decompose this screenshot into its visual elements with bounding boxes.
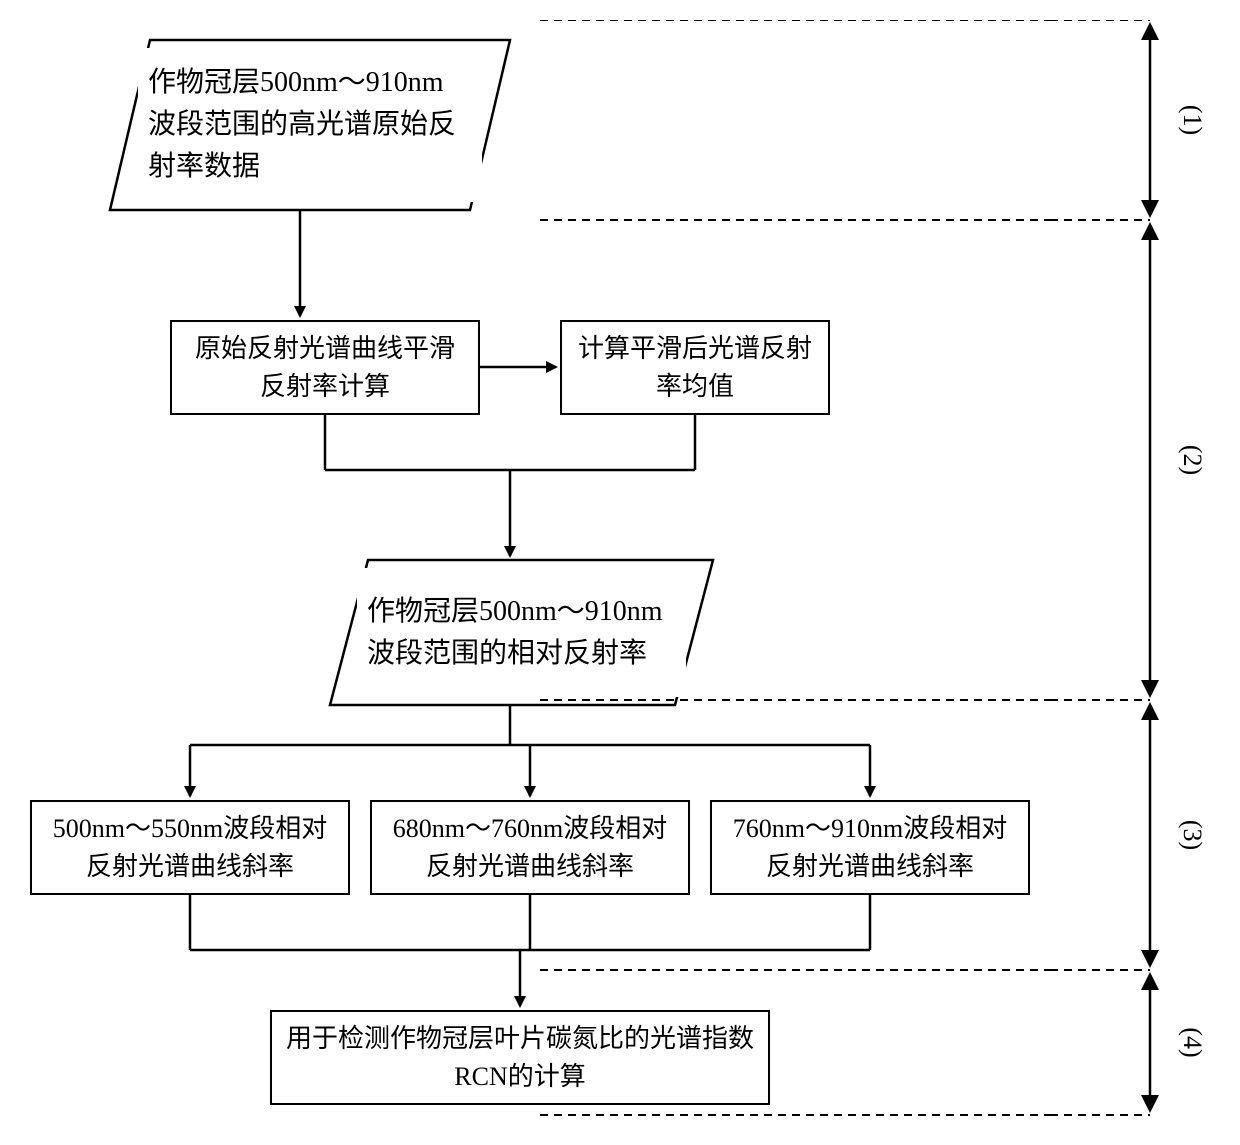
node-relative-reflectance-label: 作物冠层500nm～910nm波段范围的相对反射率 xyxy=(357,591,686,675)
node-slope-680-760-label: 680nm～760nm波段相对反射光谱曲线斜率 xyxy=(386,810,674,885)
node-input-data: 作物冠层500nm～910nm波段范围的高光谱原始反射率数据 xyxy=(138,48,482,202)
node-rcn-calc: 用于检测作物冠层叶片碳氮比的光谱指数RCN的计算 xyxy=(270,1010,770,1105)
section-brackets xyxy=(1065,20,1220,1125)
node-slope-680-760: 680nm～760nm波段相对反射光谱曲线斜率 xyxy=(370,800,690,895)
node-slope-500-550-label: 500nm～550nm波段相对反射光谱曲线斜率 xyxy=(46,810,334,885)
flowchart-canvas: 作物冠层500nm～910nm波段范围的高光谱原始反射率数据 原始反射光谱曲线平… xyxy=(20,20,1050,1125)
node-slope-760-910: 760nm～910nm波段相对反射光谱曲线斜率 xyxy=(710,800,1030,895)
node-smooth-calc-label: 原始反射光谱曲线平滑反射率计算 xyxy=(186,330,464,405)
node-input-data-label: 作物冠层500nm～910nm波段范围的高光谱原始反射率数据 xyxy=(138,62,482,188)
node-mean-calc-label: 计算平滑后光谱反射率均值 xyxy=(576,330,814,405)
node-slope-500-550: 500nm～550nm波段相对反射光谱曲线斜率 xyxy=(30,800,350,895)
node-relative-reflectance: 作物冠层500nm～910nm波段范围的相对反射率 xyxy=(357,568,686,697)
node-slope-760-910-label: 760nm～910nm波段相对反射光谱曲线斜率 xyxy=(726,810,1014,885)
node-mean-calc: 计算平滑后光谱反射率均值 xyxy=(560,320,830,415)
node-smooth-calc: 原始反射光谱曲线平滑反射率计算 xyxy=(170,320,480,415)
node-rcn-calc-label: 用于检测作物冠层叶片碳氮比的光谱指数RCN的计算 xyxy=(286,1020,754,1095)
